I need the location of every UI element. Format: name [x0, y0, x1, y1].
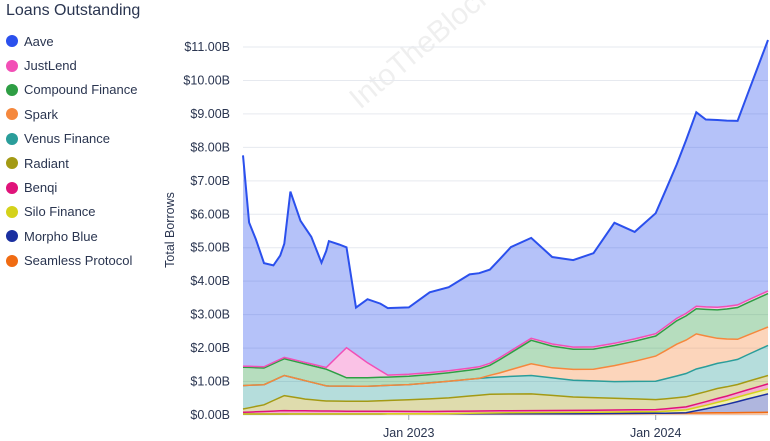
line-aave — [242, 39, 769, 310]
legend-label: Aave — [24, 33, 54, 49]
area-morpho-blue[interactable] — [243, 393, 768, 414]
y-tick-label: $7.00B — [190, 174, 230, 188]
line-silo-finance — [243, 388, 769, 415]
line-radiant — [242, 374, 769, 410]
y-tick-label: $1.00B — [190, 375, 230, 389]
legend-label: Seamless Protocol — [24, 253, 133, 269]
legend-dot-icon — [6, 157, 18, 170]
legend-item[interactable]: Aave — [6, 29, 137, 53]
chart-title: Loans Outstanding — [6, 2, 141, 19]
legend-label: Spark — [24, 106, 58, 122]
legend-item[interactable]: JustLend — [6, 53, 137, 77]
legend-item[interactable]: Benqi — [6, 175, 137, 199]
area-spark[interactable] — [243, 327, 768, 387]
legend-dot-icon — [6, 254, 18, 267]
legend: Aave JustLend Compound Finance Spark Venus F… — [6, 29, 137, 273]
legend-label: JustLend — [24, 58, 77, 74]
y-tick-label: $11.00B — [184, 40, 230, 54]
legend-item[interactable]: Silo Finance — [6, 200, 137, 224]
legend-label: Compound Finance — [24, 82, 138, 98]
y-tick-label: $10.00B — [183, 73, 230, 87]
legend-dot-icon — [6, 59, 18, 72]
x-tick-label: Jan 2024 — [630, 426, 681, 440]
legend-label: Benqi — [24, 180, 58, 196]
line-compound-finance — [242, 292, 769, 379]
y-tick-label: $4.00B — [190, 274, 230, 288]
y-axis: $0.00B $1.00B $2.00B $3.00B $4.00B $5.00B $6.0… — [183, 40, 230, 422]
x-tick-label: Jan 2023 — [383, 426, 434, 440]
legend-item[interactable]: Radiant — [6, 151, 137, 175]
legend-item[interactable]: Seamless Protocol — [6, 249, 137, 273]
y-tick-label: $8.00B — [190, 140, 230, 154]
legend-dot-icon — [6, 230, 18, 243]
series-areas — [243, 40, 768, 415]
legend-dot-icon — [6, 181, 18, 194]
gridlines — [243, 46, 768, 416]
area-compound-finance[interactable] — [243, 293, 768, 387]
legend-dot-icon — [6, 35, 18, 48]
y-tick-label: $5.00B — [190, 241, 230, 255]
legend-label: Morpho Blue — [24, 228, 98, 244]
legend-item[interactable]: Morpho Blue — [6, 224, 137, 248]
line-justlend — [242, 290, 769, 376]
area-radiant[interactable] — [243, 375, 768, 413]
legend-dot-icon — [6, 108, 18, 121]
y-tick-label: $2.00B — [190, 341, 230, 355]
line-spark — [242, 326, 769, 387]
y-tick-label: $6.00B — [190, 207, 230, 221]
legend-item[interactable]: Venus Finance — [6, 127, 137, 151]
legend-label: Silo Finance — [24, 204, 96, 220]
area-aave[interactable] — [243, 40, 768, 376]
y-tick-label: $0.00B — [190, 408, 230, 422]
watermark-icon: IntoTheBlock — [343, 0, 499, 115]
legend-dot-icon — [6, 132, 18, 145]
line-benqi — [242, 383, 769, 414]
legend-label: Radiant — [24, 155, 69, 171]
series-lines — [242, 39, 769, 415]
legend-dot-icon — [6, 83, 18, 96]
legend-label: Venus Finance — [24, 131, 111, 147]
legend-item[interactable]: Compound Finance — [6, 78, 137, 102]
watermark-text: IntoTheBlock — [343, 0, 499, 115]
y-tick-label: $9.00B — [190, 107, 230, 121]
legend-dot-icon — [6, 205, 18, 218]
x-axis: Jan 2023 Jan 2024 — [383, 415, 681, 440]
legend-item[interactable]: Spark — [6, 102, 137, 126]
y-tick-label: $3.00B — [190, 308, 230, 322]
y-axis-label: Total Borrows — [163, 192, 177, 268]
